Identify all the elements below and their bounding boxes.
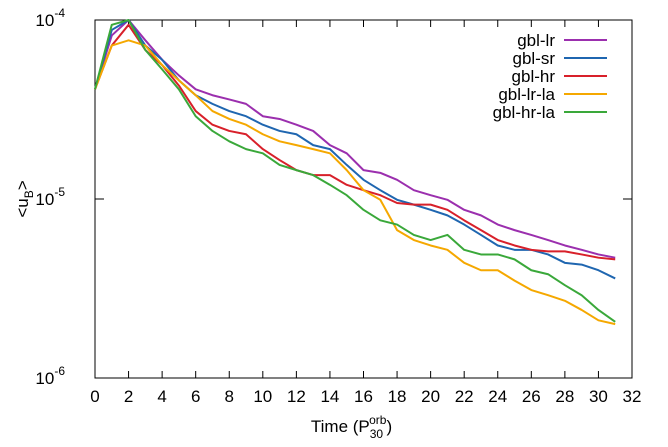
legend-label: gbl-hr-la	[493, 103, 556, 122]
x-tick-label: 28	[555, 387, 574, 406]
legend-label: gbl-sr	[512, 49, 555, 68]
x-tick-label: 22	[455, 387, 474, 406]
x-tick-label: 10	[253, 387, 272, 406]
series-line	[94, 39, 616, 326]
x-tick-label: 8	[225, 387, 234, 406]
y-tick-label: 10-4	[35, 6, 65, 30]
x-tick-label: 12	[287, 387, 306, 406]
y-tick-label: 10-6	[35, 364, 65, 388]
x-axis-label: Time (P30orb)	[311, 413, 392, 441]
y-tick-label: 10-5	[35, 185, 65, 209]
x-tick-label: 26	[522, 387, 541, 406]
series-line	[94, 23, 616, 261]
x-tick-label: 16	[354, 387, 373, 406]
x-tick-label: 4	[157, 387, 166, 406]
legend-label: gbl-lr-la	[498, 85, 555, 104]
x-tick-label: 14	[320, 387, 339, 406]
legend-label: gbl-lr	[517, 31, 555, 50]
x-tick-label: 20	[421, 387, 440, 406]
legend-label: gbl-hr	[512, 67, 556, 86]
series-line	[94, 19, 616, 259]
x-tick-label: 32	[623, 387, 642, 406]
x-tick-label: 2	[124, 387, 133, 406]
x-tick-label: 6	[191, 387, 200, 406]
x-tick-label: 30	[589, 387, 608, 406]
x-tick-label: 18	[388, 387, 407, 406]
x-tick-label: 0	[90, 387, 99, 406]
y-axis-label: <uB>	[13, 180, 36, 217]
x-tick-label: 24	[488, 387, 507, 406]
series-line	[94, 19, 616, 323]
